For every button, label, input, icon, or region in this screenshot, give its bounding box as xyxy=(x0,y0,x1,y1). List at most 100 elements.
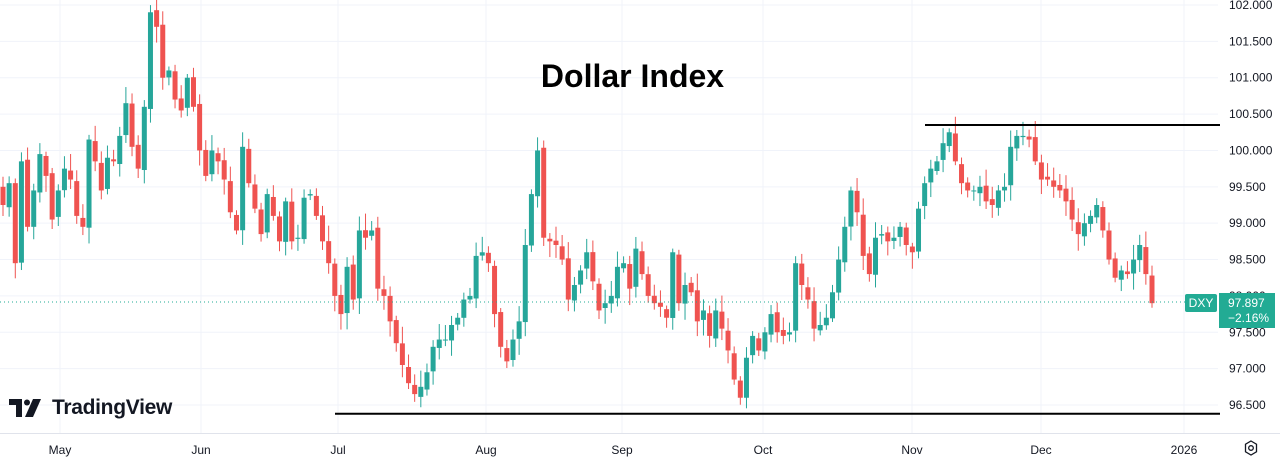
candle xyxy=(762,327,768,360)
candle-body xyxy=(989,199,995,205)
candle xyxy=(111,149,117,167)
candle xyxy=(104,145,110,195)
candle xyxy=(621,256,627,273)
candle-body xyxy=(1038,162,1044,180)
candle xyxy=(375,216,381,301)
candle xyxy=(363,213,369,250)
settings-button[interactable] xyxy=(1240,437,1262,459)
candle xyxy=(873,222,879,288)
candle xyxy=(510,329,516,367)
candle xyxy=(0,176,6,216)
candle-body xyxy=(1002,186,1008,191)
candle-body xyxy=(916,208,922,252)
candle xyxy=(80,204,86,236)
candle xyxy=(449,315,455,356)
candle-body xyxy=(227,181,233,213)
candle xyxy=(154,0,160,43)
candle xyxy=(891,226,897,250)
candle-body xyxy=(1094,205,1100,218)
candle xyxy=(756,332,762,357)
candle-body xyxy=(104,157,110,189)
candle-body xyxy=(172,71,178,100)
candle-body xyxy=(1088,215,1094,224)
candle-body xyxy=(307,194,313,196)
candle xyxy=(903,222,909,256)
candle-body xyxy=(516,321,522,339)
candle-body xyxy=(326,241,332,264)
candle xyxy=(670,248,676,330)
candle-body xyxy=(596,283,602,311)
price-badge xyxy=(1219,293,1275,328)
candle xyxy=(946,128,952,153)
candle xyxy=(989,186,995,218)
candle xyxy=(842,216,848,272)
candle-body xyxy=(301,197,307,240)
candle xyxy=(301,189,307,244)
candle-body xyxy=(743,357,749,398)
candle xyxy=(270,185,276,221)
candle xyxy=(1008,130,1014,201)
candle xyxy=(1124,261,1130,279)
candle xyxy=(289,188,295,250)
candle-body xyxy=(823,317,829,326)
candle xyxy=(977,175,983,207)
candle xyxy=(780,317,786,345)
candle xyxy=(928,159,934,198)
candle xyxy=(743,347,749,409)
candle xyxy=(1100,201,1106,238)
candle xyxy=(233,210,239,235)
candle-body xyxy=(897,226,903,237)
candle-body xyxy=(215,153,221,162)
y-tick-label: 97.000 xyxy=(1229,362,1266,376)
candle xyxy=(633,236,639,298)
candle-body xyxy=(356,230,362,299)
candle-body xyxy=(117,135,123,164)
candle-body xyxy=(264,194,270,233)
candle xyxy=(436,324,442,360)
candle xyxy=(811,287,817,342)
candle xyxy=(338,284,344,330)
candle-body xyxy=(995,190,1001,208)
candle-body xyxy=(276,216,282,242)
candle xyxy=(602,289,608,324)
candle xyxy=(98,151,104,200)
tradingview-logo[interactable]: TradingView xyxy=(8,396,172,420)
candle-body xyxy=(129,103,135,147)
candle-body xyxy=(240,146,246,231)
candle xyxy=(651,284,657,310)
candle xyxy=(264,188,270,239)
candle-body xyxy=(485,252,491,264)
candle-body xyxy=(270,196,276,216)
candle xyxy=(258,202,264,242)
y-tick-label: 102.000 xyxy=(1229,0,1273,12)
candle-body xyxy=(178,98,184,111)
candle xyxy=(172,64,178,109)
candle xyxy=(965,177,971,198)
candle-body xyxy=(1118,270,1124,280)
tradingview-logo-text: TradingView xyxy=(52,396,173,419)
candle xyxy=(399,326,405,378)
candle-body xyxy=(25,159,31,227)
candle-body xyxy=(694,290,700,322)
candle-body xyxy=(633,248,639,287)
candle-body xyxy=(31,190,37,227)
candle-body xyxy=(1112,258,1118,278)
candle-body xyxy=(12,183,18,264)
candle xyxy=(369,221,375,241)
candle-body xyxy=(768,314,774,335)
candle-body xyxy=(860,214,866,256)
candle-body xyxy=(713,310,719,339)
candle xyxy=(866,246,872,282)
candle-body xyxy=(18,161,24,263)
candle xyxy=(49,167,55,229)
candle-body xyxy=(436,339,442,348)
candle-body xyxy=(547,238,553,242)
candle xyxy=(528,189,534,252)
candle xyxy=(1143,231,1149,285)
candle-body xyxy=(184,77,190,108)
candle-body xyxy=(522,245,528,323)
candle-body xyxy=(209,150,215,175)
chart-title: Dollar Index xyxy=(540,58,725,94)
time-axis[interactable]: May Jun Jul Aug Sep Oct Nov Dec 2026 xyxy=(49,443,1198,457)
